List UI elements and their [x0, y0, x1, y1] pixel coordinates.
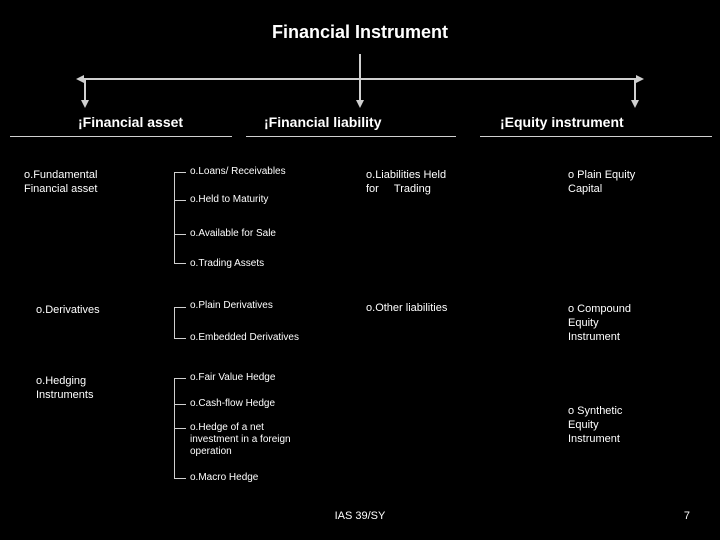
- category-asset: ¡Financial asset: [78, 114, 183, 130]
- sub-trading-assets: o.Trading Assets: [190, 258, 264, 269]
- category-liability: ¡Financial liability: [264, 114, 381, 130]
- tree-line: [174, 478, 186, 479]
- category-asset-label: Financial asset: [83, 114, 183, 130]
- category-equity: ¡Equity instrument: [500, 114, 624, 130]
- category-liability-label: Financial liability: [269, 114, 382, 130]
- bullet-icon: o.: [36, 304, 45, 316]
- bullet-icon: o.: [366, 169, 375, 181]
- tree-line: [174, 378, 186, 379]
- connector: [359, 78, 361, 102]
- slide: Financial Instrument ¡Financial asset ¡F…: [0, 0, 720, 540]
- asset-fundamental-label: Fundamental Financial asset: [24, 169, 97, 195]
- category-underline: [480, 136, 712, 137]
- sub-cf-hedge: o.Cash-flow Hedge: [190, 398, 275, 409]
- equity-synthetic: o Synthetic Equity Instrument: [568, 404, 622, 446]
- tree-line: [174, 172, 186, 173]
- tree-line: [174, 338, 186, 339]
- equity-compound-label: Compound Equity Instrument: [568, 303, 631, 343]
- asset-fundamental: o.Fundamental Financial asset: [24, 168, 97, 196]
- bullet-icon: o.: [36, 375, 45, 387]
- connector: [84, 78, 86, 102]
- sub-embedded-deriv-label: Embedded Derivatives: [198, 332, 299, 343]
- tree-line: [174, 428, 186, 429]
- equity-plain: o Plain Equity Capital: [568, 168, 635, 196]
- bullet-icon: o.: [24, 169, 33, 181]
- asset-derivatives-label: Derivatives: [45, 304, 99, 316]
- sub-cf-hedge-label: Cash-flow Hedge: [198, 398, 275, 409]
- sub-macro-hedge-label: Macro Hedge: [198, 472, 258, 483]
- sub-afs-label: Available for Sale: [198, 228, 276, 239]
- sub-htm-label: Held to Maturity: [198, 194, 268, 205]
- sub-embedded-deriv: o.Embedded Derivatives: [190, 332, 299, 343]
- tree-line: [174, 234, 186, 235]
- tree-line: [174, 307, 186, 308]
- liability-other: o.Other liabilities: [366, 302, 447, 314]
- liability-other-label: Other liabilities: [375, 302, 447, 314]
- sub-macro-hedge: o.Macro Hedge: [190, 472, 258, 483]
- sub-afs: o.Available for Sale: [190, 228, 276, 239]
- footer-center: IAS 39/SY: [0, 510, 720, 522]
- page-title: Financial Instrument: [0, 22, 720, 43]
- sub-net-investment-hedge: o.Hedge of a net investment in a foreign…: [190, 422, 330, 458]
- connector: [359, 54, 361, 80]
- arrow-down-icon: [631, 100, 639, 108]
- arrow-right-icon: [636, 75, 644, 83]
- category-underline: [10, 136, 232, 137]
- bullet-icon: o.: [366, 302, 375, 314]
- liability-trading-label: Liabilities Held for Trading: [366, 169, 446, 195]
- tree-line: [174, 263, 186, 264]
- tree-line: [174, 404, 186, 405]
- arrow-left-icon: [76, 75, 84, 83]
- sub-plain-deriv-label: Plain Derivatives: [198, 300, 272, 311]
- tree-line: [174, 200, 186, 201]
- category-underline: [246, 136, 456, 137]
- equity-plain-label: Plain Equity Capital: [568, 169, 635, 195]
- arrow-down-icon: [81, 100, 89, 108]
- sub-htm: o.Held to Maturity: [190, 194, 268, 205]
- equity-compound: o Compound Equity Instrument: [568, 302, 631, 344]
- equity-synthetic-label: Synthetic Equity Instrument: [568, 405, 622, 445]
- category-equity-label: Equity instrument: [505, 114, 624, 130]
- sub-fv-hedge-label: Fair Value Hedge: [198, 372, 275, 383]
- sub-net-investment-label: Hedge of a net investment in a foreign o…: [190, 422, 291, 457]
- asset-hedging-label: Hedging Instruments: [36, 375, 93, 401]
- sub-loans: o.Loans/ Receivables: [190, 166, 286, 177]
- sub-plain-deriv: o.Plain Derivatives: [190, 300, 273, 311]
- arrow-down-icon: [356, 100, 364, 108]
- sub-fv-hedge: o.Fair Value Hedge: [190, 372, 275, 383]
- asset-derivatives: o.Derivatives: [36, 304, 100, 316]
- tree-line: [174, 307, 175, 339]
- sub-loans-label: Loans/ Receivables: [198, 166, 285, 177]
- asset-hedging: o.Hedging Instruments: [36, 374, 93, 402]
- tree-line: [174, 172, 175, 264]
- footer-page-number: 7: [684, 510, 690, 522]
- sub-trading-assets-label: Trading Assets: [198, 258, 264, 269]
- liability-trading: o.Liabilities Held for Trading: [366, 168, 446, 196]
